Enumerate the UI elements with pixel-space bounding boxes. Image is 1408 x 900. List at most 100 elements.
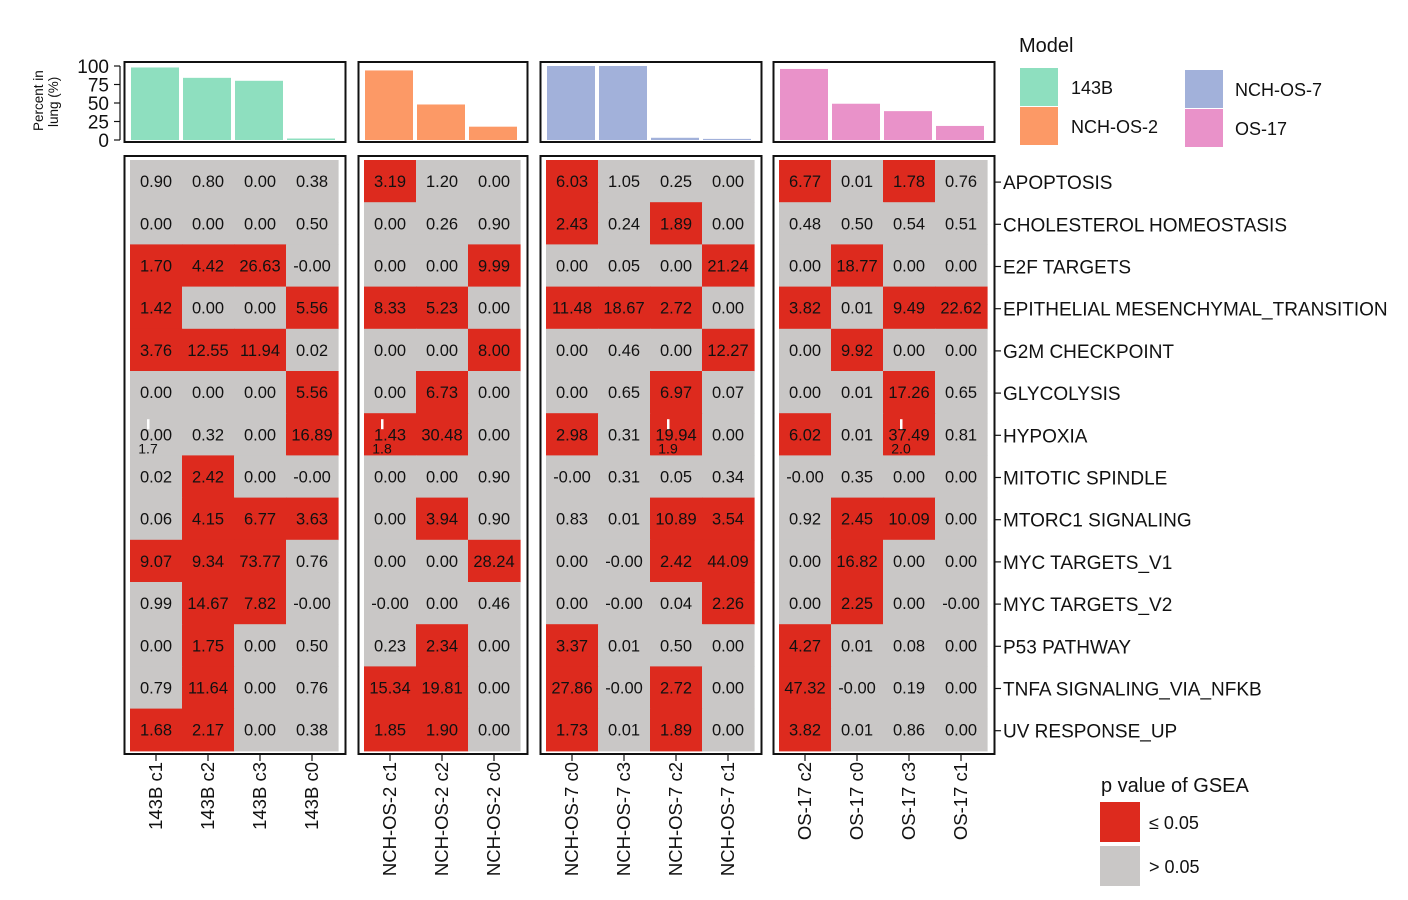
cell-value-os-17-c0-cholesterol-homeostasis: 0.50 xyxy=(841,215,873,233)
cell-nch-os-7-c3-p53-pathway xyxy=(598,624,651,667)
cell-os-17-c3-mtorc1-signaling xyxy=(883,497,936,541)
cell-value-os-17-c1-mtorc1-signaling: 0.00 xyxy=(945,511,977,529)
cell-nch-os-2-c1-p53-pathway xyxy=(364,624,417,667)
cell-os-17-c0-p53-pathway xyxy=(831,624,884,667)
cell-nch-os-7-c0-hypoxia xyxy=(546,413,599,456)
cell-value-nch-os-2-c2-apoptosis: 1.20 xyxy=(426,173,458,191)
cell-value-os-17-c2-myc-targets-v1: 0.00 xyxy=(789,553,821,571)
cell-nch-os-2-c1-e2f-targets xyxy=(364,244,417,288)
cell-value-os-17-c1-cholesterol-homeostasis: 0.51 xyxy=(945,215,977,233)
cell-nch-os-2-c2-mtorc1-signaling xyxy=(416,497,469,541)
cell-nch-os-2-c1-glycolysis xyxy=(364,371,417,414)
cell-143b-c0-mtorc1-signaling xyxy=(286,497,339,541)
cell-value-nch-os-2-c2-myc-targets-v1: 0.00 xyxy=(426,553,458,571)
cell-value-os-17-c2-apoptosis: 6.77 xyxy=(789,173,821,191)
cell-value-os-17-c0-p53-pathway: 0.01 xyxy=(841,637,873,655)
cell-os-17-c2-g2m-checkpoint xyxy=(779,328,832,372)
cell-nch-os-2-c2-myc-targets-v1 xyxy=(416,539,469,583)
cell-nch-os-7-c1-p53-pathway xyxy=(702,624,755,667)
bar-panel-nch-os-2 xyxy=(357,61,529,143)
cell-143b-c1-e2f-targets xyxy=(130,244,183,288)
cell-nch-os-7-c2-epithelial-mesenchymal-transition xyxy=(650,286,703,330)
cell-nch-os-2-c0-e2f-targets xyxy=(468,244,521,288)
cell-value-143b-c1-myc-targets-v1: 9.07 xyxy=(140,553,172,571)
cell-value-143b-c3-epithelial-mesenchymal-transition: 0.00 xyxy=(244,300,276,318)
cell-nch-os-2-c0-mtorc1-signaling xyxy=(468,497,521,541)
cell-143b-c2-hypoxia xyxy=(182,413,235,456)
cell-os-17-c0-hypoxia xyxy=(831,413,884,456)
cell-143b-c2-mitotic-spindle xyxy=(182,455,235,499)
cell-value-nch-os-7-c1-myc-targets-v2: 2.26 xyxy=(712,595,744,613)
cell-value-os-17-c2-epithelial-mesenchymal-transition: 3.82 xyxy=(789,300,821,318)
cell-os-17-c0-myc-targets-v1 xyxy=(831,539,884,583)
cell-os-17-c1-glycolysis xyxy=(935,371,988,414)
bar-panel-nch-os-7 xyxy=(539,61,763,143)
cell-os-17-c1-hypoxia xyxy=(935,413,988,456)
cell-nch-os-7-c2-g2m-checkpoint xyxy=(650,328,703,372)
cell-os-17-c0-cholesterol-homeostasis xyxy=(831,202,884,245)
pvalue-swatch-significant xyxy=(1100,802,1140,842)
cell-143b-c1-glycolysis xyxy=(130,371,183,414)
cell-os-17-c2-myc-targets-v1 xyxy=(779,539,832,583)
pathway-label-mtorc1-signaling: MTORC1 SIGNALING xyxy=(1003,511,1192,532)
cell-value-os-17-c2-g2m-checkpoint: 0.00 xyxy=(789,342,821,360)
model-legend-label-os-17: OS-17 xyxy=(1235,119,1287,139)
bar-panel-os-17 xyxy=(772,61,996,143)
cell-value-nch-os-2-c2-mtorc1-signaling: 3.94 xyxy=(426,511,458,529)
col-label-143b-c0: 143B c0 xyxy=(301,762,322,830)
cell-nch-os-2-c2-p53-pathway xyxy=(416,624,469,667)
cell-143b-c0-uv-response-up xyxy=(286,708,339,752)
cell-value-nch-os-7-c1-uv-response-up: 0.00 xyxy=(712,722,744,740)
cell-value-os-17-c0-e2f-targets: 18.77 xyxy=(836,258,877,276)
cell-value-os-17-c3-p53-pathway: 0.08 xyxy=(893,637,925,655)
cell-value-nch-os-7-c3-uv-response-up: 0.01 xyxy=(608,722,640,740)
cell-value-nch-os-2-c0-myc-targets-v2: 0.46 xyxy=(478,595,510,613)
cell-value-143b-c3-e2f-targets: 26.63 xyxy=(239,258,280,276)
cell-value-nch-os-7-c2-cholesterol-homeostasis: 1.89 xyxy=(660,215,692,233)
cell-value-143b-c3-myc-targets-v2: 7.82 xyxy=(244,595,276,613)
cell-nch-os-7-c1-myc-targets-v1 xyxy=(702,539,755,583)
cell-143b-c2-uv-response-up xyxy=(182,708,235,752)
col-label-143b-c1: 143B c1 xyxy=(145,762,166,830)
cell-value-nch-os-2-c1-cholesterol-homeostasis: 0.00 xyxy=(374,215,406,233)
cell-value-os-17-c0-glycolysis: 0.01 xyxy=(841,384,873,402)
cell-nch-os-7-c0-uv-response-up xyxy=(546,708,599,752)
cell-value-nch-os-7-c0-cholesterol-homeostasis: 2.43 xyxy=(556,215,588,233)
cell-value-nch-os-2-c2-cholesterol-homeostasis: 0.26 xyxy=(426,215,458,233)
col-label-os-17-c0: OS-17 c0 xyxy=(846,762,867,840)
heatmap-panel-143b: 0.90 0.80 0.00 0.38 0.00 0.00 0.00 0.50 1.70 4.42… xyxy=(123,155,347,755)
cell-value-143b-c0-tnfa-signaling-via-nfkb: 0.76 xyxy=(296,680,328,698)
cell-143b-c2-epithelial-mesenchymal-transition xyxy=(182,286,235,330)
cell-143b-c2-g2m-checkpoint xyxy=(182,328,235,372)
cell-value-143b-c1-epithelial-mesenchymal-transition: 1.42 xyxy=(140,300,172,318)
cell-value-143b-c3-hypoxia: 0.00 xyxy=(244,426,276,444)
cell-nch-os-7-c2-e2f-targets xyxy=(650,244,703,288)
cell-value-nch-os-2-c0-e2f-targets: 9.99 xyxy=(478,258,510,276)
cell-nch-os-2-c2-e2f-targets xyxy=(416,244,469,288)
cell-value-os-17-c1-g2m-checkpoint: 0.00 xyxy=(945,342,977,360)
pathway-label-mitotic-spindle: MITOTIC SPINDLE xyxy=(1003,469,1167,490)
cell-value-os-17-c3-hypoxia: 37.49 xyxy=(888,426,929,444)
cell-value-nch-os-7-c0-myc-targets-v1: 0.00 xyxy=(556,553,588,571)
cell-value-nch-os-7-c1-mtorc1-signaling: 3.54 xyxy=(712,511,744,529)
cell-value-os-17-c2-tnfa-signaling-via-nfkb: 47.32 xyxy=(784,680,825,698)
cell-nch-os-7-c3-hypoxia xyxy=(598,413,651,456)
model-legend-label-nch-os-2: NCH-OS-2 xyxy=(1071,117,1158,137)
cell-value-os-17-c3-epithelial-mesenchymal-transition: 9.49 xyxy=(893,300,925,318)
cell-143b-c1-myc-targets-v2 xyxy=(130,582,183,625)
pathway-label-tnfa-signaling-via-nfkb: TNFA SIGNALING_VIA_NFKB xyxy=(1003,680,1262,701)
cell-os-17-c1-apoptosis xyxy=(935,160,988,203)
cell-value-nch-os-2-c1-p53-pathway: 0.23 xyxy=(374,637,406,655)
y-tick-label-75: 75 xyxy=(88,76,109,97)
cell-value-nch-os-2-c2-mitotic-spindle: 0.00 xyxy=(426,469,458,487)
cell-value-143b-c2-uv-response-up: 2.17 xyxy=(192,722,224,740)
cell-value-os-17-c0-uv-response-up: 0.01 xyxy=(841,722,873,740)
cell-os-17-c0-glycolysis xyxy=(831,371,884,414)
model-swatch-nch-os-2 xyxy=(1020,107,1058,145)
cell-os-17-c3-hypoxia xyxy=(883,413,936,456)
cell-os-17-c1-g2m-checkpoint xyxy=(935,328,988,372)
cell-os-17-c3-e2f-targets xyxy=(883,244,936,288)
cell-value-os-17-c0-mtorc1-signaling: 2.45 xyxy=(841,511,873,529)
cell-value-nch-os-7-c2-myc-targets-v2: 0.04 xyxy=(660,595,692,613)
pathway-label-apoptosis: APOPTOSIS xyxy=(1003,173,1112,194)
